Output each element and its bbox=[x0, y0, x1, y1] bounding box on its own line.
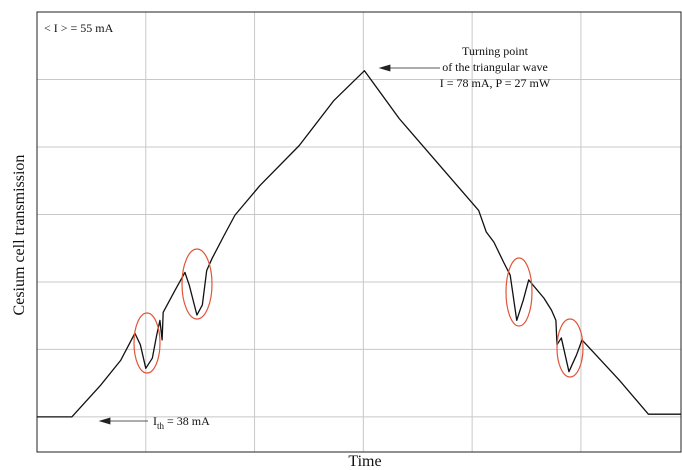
highlights bbox=[133, 248, 584, 378]
annotation-part: I bbox=[153, 414, 157, 428]
arrow-head bbox=[98, 417, 111, 425]
annotation: Ith = 38 mA bbox=[153, 414, 210, 431]
x-axis-title: Time bbox=[348, 453, 381, 470]
arrows bbox=[98, 64, 440, 425]
y-axis-title: Cesium cell transmission bbox=[11, 155, 28, 316]
highlight-circle bbox=[505, 257, 533, 327]
annotation: I = 78 mA, P = 27 mW bbox=[440, 76, 551, 90]
highlight-circle bbox=[181, 248, 213, 320]
highlight-circle bbox=[556, 318, 584, 378]
plot bbox=[37, 70, 681, 418]
highlight-circle bbox=[133, 312, 161, 374]
annotation: < I > = 55 mA bbox=[44, 21, 114, 35]
grid bbox=[37, 12, 681, 452]
annotation-part: = 38 mA bbox=[164, 414, 210, 428]
trace-line bbox=[37, 70, 681, 418]
annotation: Turning point bbox=[462, 44, 529, 58]
annotation-subscript: th bbox=[157, 421, 165, 431]
arrow-head bbox=[378, 64, 391, 72]
plot-frame bbox=[36, 11, 682, 453]
annotation: of the triangular wave bbox=[442, 60, 548, 74]
